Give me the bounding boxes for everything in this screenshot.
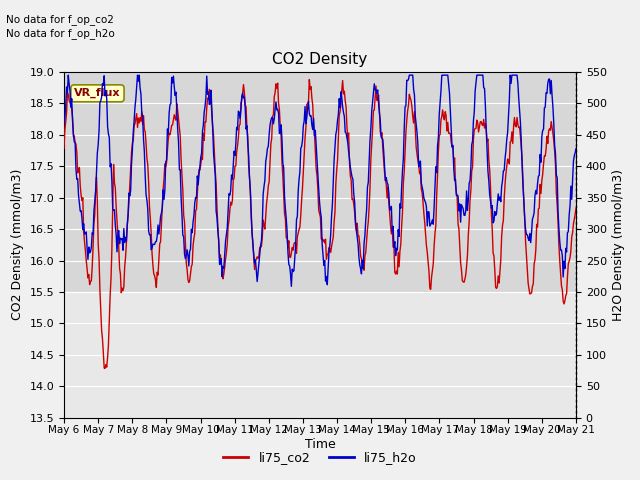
Text: VR_flux: VR_flux — [74, 88, 121, 98]
Y-axis label: CO2 Density (mmol/m3): CO2 Density (mmol/m3) — [11, 169, 24, 321]
Y-axis label: H2O Density (mmol/m3): H2O Density (mmol/m3) — [612, 169, 625, 321]
Legend: li75_co2, li75_h2o: li75_co2, li75_h2o — [218, 446, 422, 469]
Text: No data for f_op_co2
No data for f_op_h2o: No data for f_op_co2 No data for f_op_h2… — [6, 14, 115, 39]
X-axis label: Time: Time — [305, 438, 335, 451]
Bar — [64, 72, 576, 292]
Title: CO2 Density: CO2 Density — [273, 52, 367, 67]
